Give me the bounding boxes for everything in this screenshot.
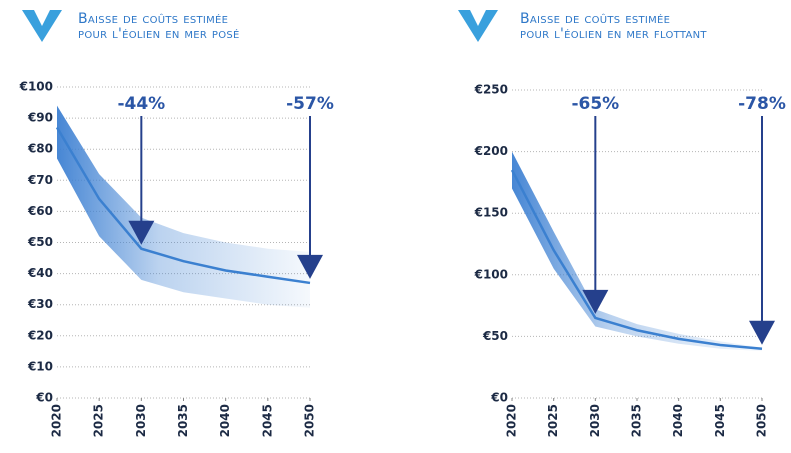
annotation-label: -44%: [117, 94, 165, 114]
y-tick-label: €80: [27, 142, 53, 156]
y-tick-label: €20: [27, 328, 53, 342]
chart-title: pour l'éolien en mer flottant: [520, 26, 707, 42]
x-tick-label: 2020: [505, 404, 519, 437]
y-tick-label: €30: [27, 297, 53, 311]
x-tick-label: 2025: [546, 404, 560, 437]
x-tick-label: 2040: [671, 404, 685, 437]
y-tick-label: €100: [19, 80, 53, 94]
x-tick-label: 2030: [134, 404, 148, 437]
y-tick-label: €0: [490, 391, 508, 405]
chevron-icon: [458, 10, 498, 42]
annotation-label: -57%: [286, 94, 334, 114]
y-tick-label: €40: [27, 266, 53, 280]
y-tick-label: €50: [27, 235, 53, 249]
x-tick-label: 2035: [176, 404, 190, 437]
y-tick-label: €50: [482, 329, 508, 343]
x-tick-label: 2045: [713, 404, 727, 437]
y-tick-label: €200: [474, 144, 508, 158]
x-tick-label: 2050: [303, 404, 317, 437]
y-tick-label: €60: [27, 204, 53, 218]
annotation-arrowhead: [128, 220, 155, 245]
annotation-arrowhead: [297, 254, 323, 279]
uncertainty-band: [512, 151, 762, 352]
y-tick-label: €10: [27, 359, 53, 373]
annotation-arrowhead: [749, 320, 775, 345]
x-tick-label: 2040: [218, 404, 232, 437]
uncertainty-band: [57, 105, 310, 308]
x-tick-label: 2050: [755, 404, 769, 437]
y-tick-label: €100: [474, 267, 508, 281]
x-tick-label: 2025: [92, 404, 106, 437]
chart-title: pour l'éolien en mer posé: [78, 26, 240, 42]
y-tick-label: €150: [474, 206, 508, 220]
y-tick-label: €0: [35, 391, 53, 405]
annotation-arrowhead: [582, 289, 609, 314]
y-tick-label: €250: [474, 83, 508, 97]
chart-title: Baisse de coûts estimée: [78, 11, 228, 27]
x-tick-label: 2045: [260, 404, 274, 437]
chart-title: Baisse de coûts estimée: [520, 11, 670, 27]
cost-line: [510, 169, 763, 350]
x-tick-label: 2035: [630, 404, 644, 437]
annotation-label: -78%: [738, 94, 786, 114]
y-tick-label: €90: [27, 111, 53, 125]
y-tick-label: €70: [27, 173, 53, 187]
cost-line: [55, 126, 311, 285]
x-tick-label: 2020: [50, 404, 64, 437]
x-tick-label: 2030: [588, 404, 602, 437]
annotation-label: -65%: [571, 94, 619, 114]
chevron-icon: [22, 10, 62, 42]
